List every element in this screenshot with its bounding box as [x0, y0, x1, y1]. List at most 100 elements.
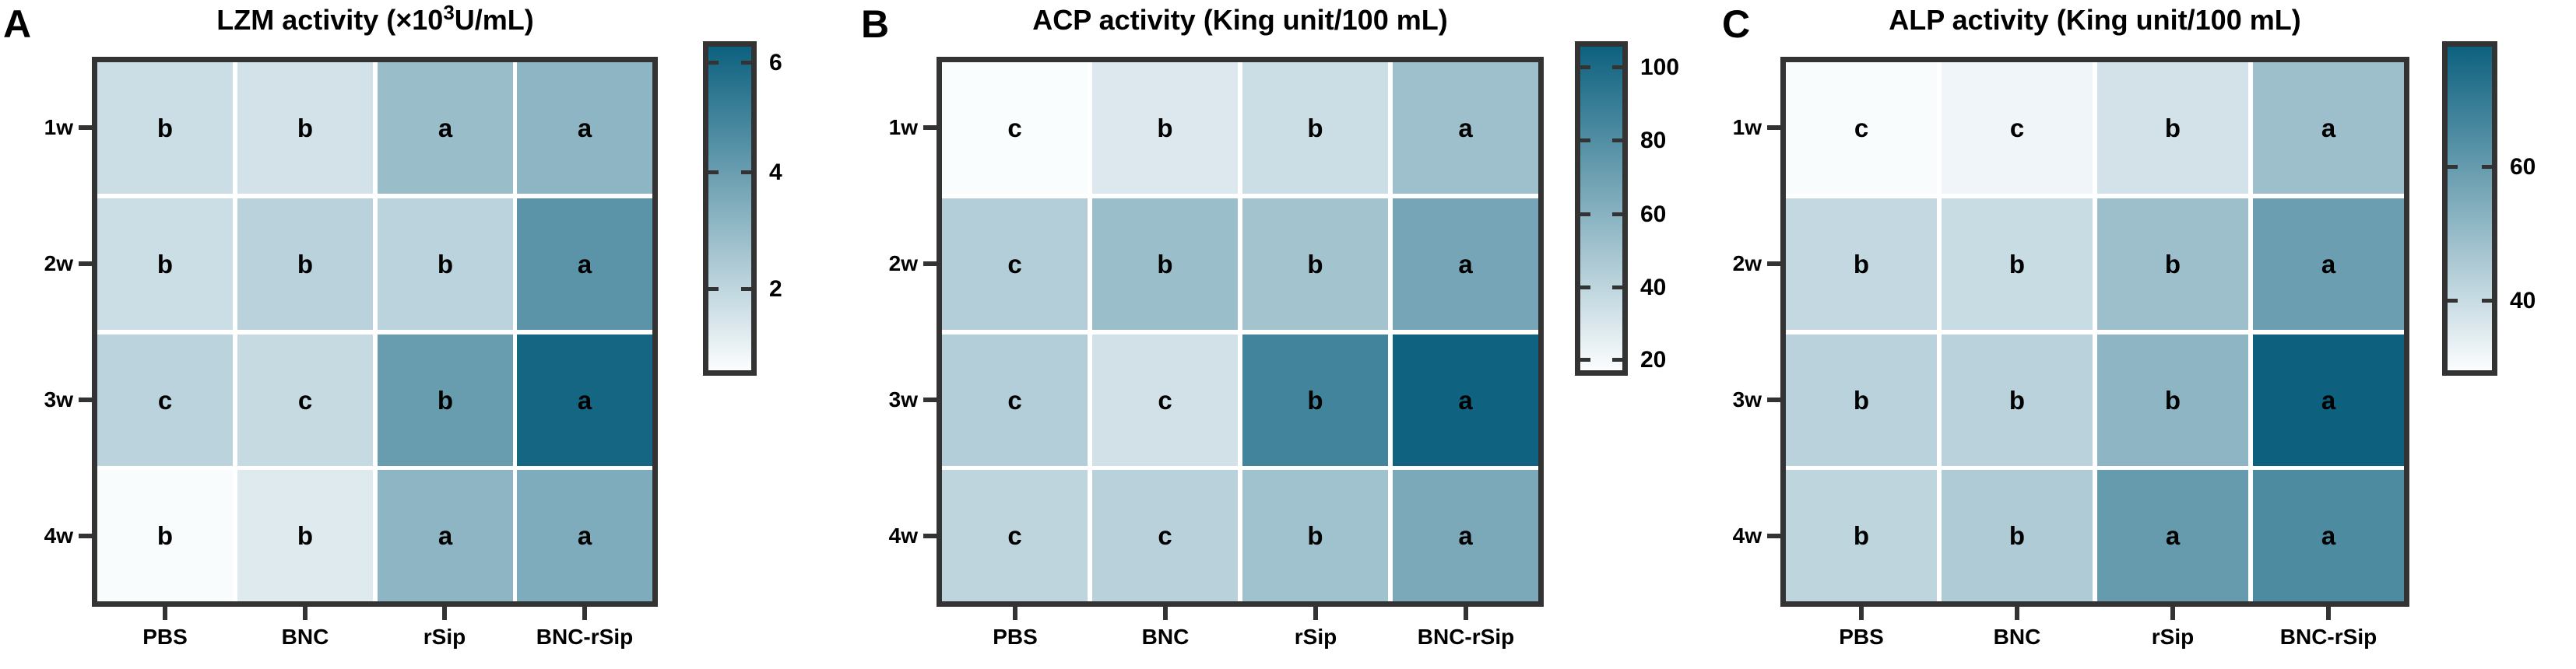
- y-tick-label: 3w: [44, 387, 73, 412]
- y-tick-mark: [79, 398, 92, 402]
- significance-letter: c: [1007, 114, 1022, 142]
- colorbar-tick-mark-right: [2482, 165, 2492, 169]
- colorbar-tick-label: 100: [1640, 54, 1680, 80]
- x-tick-label: rSip: [423, 625, 466, 649]
- heatmap-cell: b: [1242, 334, 1388, 466]
- colorbar-tick-mark-right: [1612, 358, 1622, 362]
- heatmap-cell: a: [1393, 470, 1538, 601]
- heatmap-cell: a: [1393, 334, 1538, 466]
- heatmap-cell: b: [97, 470, 233, 601]
- heatmap-cell: a: [517, 470, 652, 601]
- x-tick-mark: [163, 607, 167, 620]
- heatmap-cell: a: [1393, 198, 1538, 330]
- x-tick-mark: [1464, 607, 1468, 620]
- significance-letter: c: [1158, 386, 1172, 415]
- heatmap-cell: b: [97, 62, 233, 194]
- heatmap-cell: b: [2097, 198, 2248, 330]
- significance-letter: b: [156, 114, 174, 142]
- heatmap-cell: a: [2253, 62, 2404, 194]
- heatmap-cell: c: [1092, 470, 1238, 601]
- x-tick-mark: [442, 607, 447, 620]
- colorbar-tick-mark-right: [1612, 138, 1622, 142]
- colorbar-tick-mark-left: [1580, 138, 1590, 142]
- heatmap-cell: a: [2097, 470, 2248, 601]
- significance-letter: b: [156, 250, 174, 278]
- x-tick-mark: [582, 607, 587, 620]
- heatmap-cell: b: [1786, 334, 1937, 466]
- y-tick-label: 2w: [44, 251, 73, 275]
- y-tick-label: 2w: [888, 251, 918, 275]
- x-tick-label: PBS: [993, 625, 1038, 649]
- significance-letter: c: [297, 386, 313, 415]
- x-tick-mark: [1859, 607, 1864, 620]
- significance-letter: a: [577, 114, 592, 142]
- colorbar-tick-mark-left: [1580, 285, 1590, 289]
- significance-letter: b: [1307, 386, 1323, 415]
- significance-letter: c: [157, 386, 173, 415]
- colorbar-tick-label: 60: [2510, 154, 2536, 180]
- y-tick-label: 4w: [1732, 524, 1762, 548]
- panel-title-superscript: 3: [443, 1, 455, 24]
- colorbar-tick-mark-left: [1580, 358, 1590, 362]
- significance-letter: b: [2164, 114, 2181, 142]
- heatmap-cell: b: [1242, 470, 1388, 601]
- y-tick-label: 4w: [44, 524, 73, 548]
- significance-letter: b: [2008, 521, 2026, 550]
- x-tick-label: rSip: [1294, 625, 1337, 649]
- significance-letter: a: [2321, 521, 2336, 550]
- significance-letter: a: [2165, 521, 2181, 550]
- significance-letter: b: [297, 250, 314, 278]
- colorbar-tick-mark-right: [1612, 65, 1622, 69]
- significance-letter: b: [2008, 250, 2026, 278]
- colorbar-tick-mark-left: [708, 287, 719, 291]
- heatmap-cell: b: [1242, 198, 1388, 330]
- panel-title-text: ALP activity (King unit/100 mL): [1889, 4, 2301, 36]
- significance-letter: b: [2164, 250, 2181, 278]
- x-tick-label: BNC-rSip: [1417, 625, 1515, 649]
- significance-letter: a: [1458, 521, 1473, 550]
- significance-letter: a: [577, 250, 592, 278]
- heatmap-cell: a: [2253, 198, 2404, 330]
- y-tick-mark: [79, 125, 92, 130]
- significance-letter: c: [1007, 521, 1022, 550]
- x-tick-mark: [1163, 607, 1168, 620]
- heatmap-cell: c: [942, 334, 1088, 466]
- colorbar-tick-label: 20: [1640, 347, 1667, 373]
- heatmap-cell: b: [2097, 62, 2248, 194]
- y-tick-label: 1w: [1732, 115, 1762, 139]
- x-tick-mark: [1313, 607, 1318, 620]
- heatmap-cell: b: [237, 62, 373, 194]
- significance-letter: b: [2164, 386, 2181, 415]
- x-tick-mark: [2170, 607, 2175, 620]
- x-tick-mark: [2015, 607, 2019, 620]
- significance-letter: b: [1853, 521, 1870, 550]
- significance-letter: b: [437, 250, 454, 278]
- colorbar-gradient: [2448, 47, 2492, 370]
- colorbar-tick-mark-left: [2448, 299, 2458, 303]
- colorbar-tick-mark-left: [2448, 165, 2458, 169]
- significance-letter: b: [1157, 114, 1173, 142]
- heatmap-cell: b: [2097, 334, 2248, 466]
- colorbar-tick-label: 2: [769, 276, 782, 302]
- colorbar: [703, 41, 757, 376]
- panel-title-text: LZM activity (×10: [216, 4, 444, 36]
- heatmap-cell: b: [378, 198, 513, 330]
- significance-letter: a: [2321, 386, 2336, 415]
- colorbar-tick-label: 40: [2510, 288, 2536, 313]
- heatmap-cell: a: [1393, 62, 1538, 194]
- heatmap-cell: b: [237, 470, 373, 601]
- colorbar-gradient: [708, 47, 751, 370]
- colorbar-tick-label: 40: [1640, 275, 1667, 300]
- x-tick-mark: [2326, 607, 2331, 620]
- x-tick-label: PBS: [142, 625, 188, 649]
- significance-letter: a: [1458, 386, 1473, 415]
- heatmap-cell: b: [1092, 198, 1238, 330]
- heatmap-cell: c: [942, 198, 1088, 330]
- x-tick-label: BNC-rSip: [536, 625, 634, 649]
- y-tick-label: 1w: [44, 115, 73, 139]
- colorbar-tick-mark-right: [2482, 299, 2492, 303]
